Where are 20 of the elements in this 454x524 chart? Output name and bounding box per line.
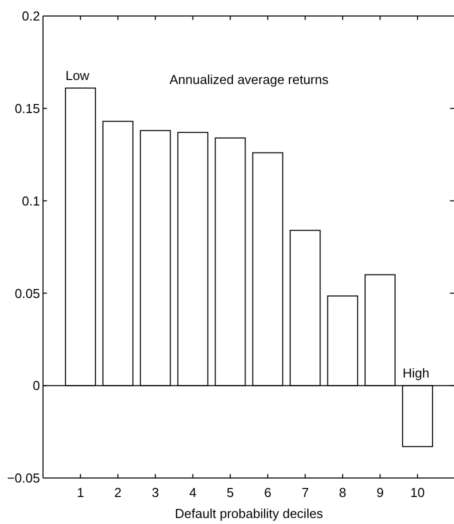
- y-tick-label: 0: [32, 378, 40, 394]
- x-tick-label: 3: [152, 485, 159, 500]
- x-tick-label: 6: [264, 485, 272, 500]
- y-tick-label: −0.05: [7, 470, 40, 486]
- annotation: High: [402, 366, 430, 381]
- x-tick-label: 7: [302, 485, 309, 500]
- x-tick-label: 9: [376, 485, 384, 500]
- y-tick-label: 0.1: [22, 193, 40, 208]
- text: Annualized average returns: [170, 72, 329, 87]
- x-tick-label: 4: [189, 485, 196, 500]
- x-axis-title: Default probability deciles: [174, 506, 324, 521]
- y-tick-label: 0.15: [14, 100, 40, 116]
- x-tick-label: 10: [410, 485, 425, 500]
- x-tick-label: 8: [339, 485, 346, 500]
- x-tick-label: 5: [226, 485, 234, 500]
- annotation: Low: [65, 68, 90, 84]
- y-tick-label: 0.05: [14, 286, 40, 301]
- x-tick-label: 1: [76, 485, 84, 500]
- x-tick-label: 2: [114, 485, 122, 500]
- y-tick-label: 0.2: [22, 8, 40, 24]
